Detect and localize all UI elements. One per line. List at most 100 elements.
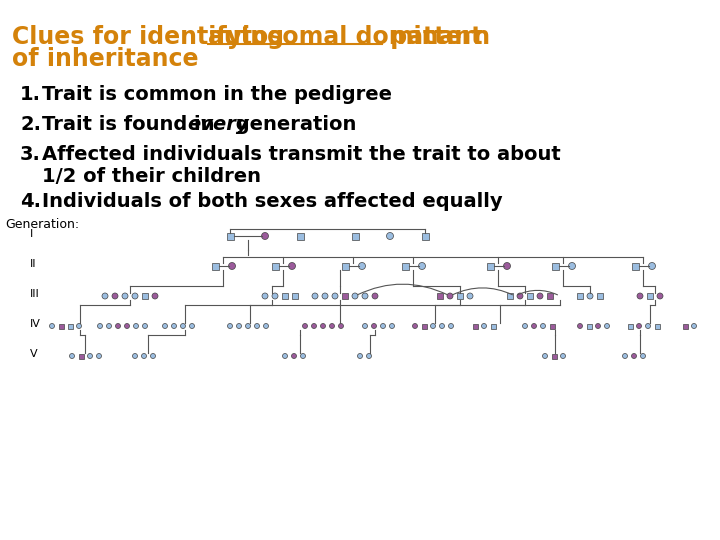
FancyBboxPatch shape [507,293,513,299]
Ellipse shape [531,323,536,328]
Text: pattern: pattern [382,25,490,49]
FancyBboxPatch shape [227,233,233,240]
Text: generation: generation [229,115,356,134]
Ellipse shape [282,354,287,359]
Ellipse shape [312,323,317,328]
FancyBboxPatch shape [587,323,592,328]
Ellipse shape [352,293,358,299]
FancyBboxPatch shape [597,293,603,299]
Ellipse shape [322,293,328,299]
Ellipse shape [289,262,295,269]
FancyBboxPatch shape [683,323,688,328]
Ellipse shape [143,323,148,328]
Ellipse shape [102,293,108,299]
Ellipse shape [112,293,118,299]
Ellipse shape [482,323,487,328]
Ellipse shape [449,323,454,328]
Ellipse shape [623,354,628,359]
FancyBboxPatch shape [577,293,583,299]
FancyBboxPatch shape [457,293,463,299]
FancyBboxPatch shape [527,293,533,299]
Ellipse shape [637,293,643,299]
Ellipse shape [142,354,146,359]
Text: I: I [30,229,33,239]
Ellipse shape [261,233,269,240]
Ellipse shape [88,354,92,359]
Ellipse shape [390,323,395,328]
FancyBboxPatch shape [421,323,426,328]
Text: Clues for identifying: Clues for identifying [12,25,292,49]
Ellipse shape [70,354,74,359]
Ellipse shape [418,262,426,269]
Ellipse shape [312,293,318,299]
Ellipse shape [150,354,156,359]
Ellipse shape [569,262,575,269]
Ellipse shape [189,323,194,328]
FancyBboxPatch shape [271,262,279,269]
Ellipse shape [264,323,269,328]
Ellipse shape [523,323,528,328]
Ellipse shape [246,323,251,328]
Ellipse shape [228,262,235,269]
Ellipse shape [657,293,663,299]
Ellipse shape [272,293,278,299]
Ellipse shape [631,354,636,359]
Ellipse shape [560,354,565,359]
Ellipse shape [228,323,233,328]
FancyBboxPatch shape [552,262,559,269]
FancyBboxPatch shape [341,262,348,269]
Ellipse shape [359,262,366,269]
Ellipse shape [107,323,112,328]
FancyBboxPatch shape [472,323,477,328]
Text: II: II [30,259,37,269]
FancyBboxPatch shape [58,323,63,328]
FancyBboxPatch shape [487,262,493,269]
Ellipse shape [646,323,650,328]
Ellipse shape [577,323,582,328]
Ellipse shape [358,354,362,359]
Text: Trait is common in the pedigree: Trait is common in the pedigree [42,85,392,104]
Ellipse shape [641,354,646,359]
Ellipse shape [50,323,55,328]
FancyBboxPatch shape [351,233,359,240]
Text: 3.: 3. [20,145,41,164]
Text: 1/2 of their children: 1/2 of their children [42,167,261,186]
FancyBboxPatch shape [402,262,408,269]
Ellipse shape [171,323,176,328]
Ellipse shape [96,354,102,359]
FancyBboxPatch shape [654,323,660,328]
FancyBboxPatch shape [547,293,553,299]
FancyBboxPatch shape [212,262,218,269]
Ellipse shape [413,323,418,328]
Ellipse shape [338,323,343,328]
Text: 2.: 2. [20,115,41,134]
Ellipse shape [97,323,102,328]
Ellipse shape [236,323,241,328]
Text: 1.: 1. [20,85,41,104]
FancyBboxPatch shape [628,323,632,328]
Text: of inheritance: of inheritance [12,47,199,71]
Ellipse shape [439,323,444,328]
Ellipse shape [132,354,138,359]
Ellipse shape [254,323,259,328]
Ellipse shape [362,293,368,299]
Text: V: V [30,349,37,359]
Text: autosomal dominant: autosomal dominant [208,25,482,49]
Ellipse shape [387,233,394,240]
FancyBboxPatch shape [647,293,653,299]
FancyBboxPatch shape [282,293,288,299]
Ellipse shape [332,293,338,299]
Ellipse shape [122,293,128,299]
Ellipse shape [132,293,138,299]
Ellipse shape [262,293,268,299]
Ellipse shape [587,293,593,299]
FancyBboxPatch shape [342,293,348,299]
Text: Generation:: Generation: [5,218,79,231]
Ellipse shape [503,262,510,269]
Ellipse shape [76,323,81,328]
FancyBboxPatch shape [292,293,298,299]
Ellipse shape [372,293,378,299]
Ellipse shape [302,323,307,328]
Ellipse shape [330,323,335,328]
Ellipse shape [691,323,696,328]
